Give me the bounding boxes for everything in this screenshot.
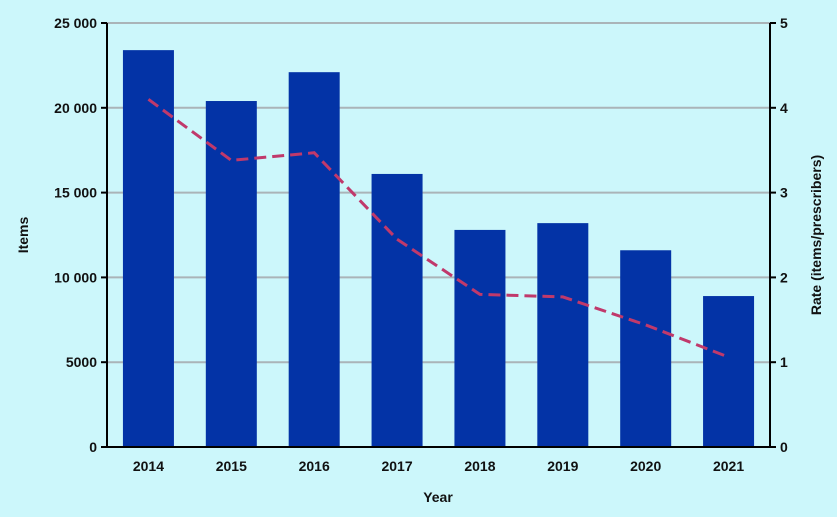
x-tick-label: 2015 (216, 458, 247, 474)
x-tick-label: 2021 (713, 458, 744, 474)
bar-2016 (288, 72, 340, 448)
bar-2020 (620, 250, 672, 447)
y-tick-label: 20 000 (54, 100, 97, 116)
bar-series (122, 50, 755, 448)
y2-tick-label: 1 (780, 354, 788, 370)
x-axis-title: Year (423, 489, 453, 505)
y-tick-label: 0 (89, 439, 97, 455)
bar-2021 (703, 296, 755, 447)
y2-tick-label: 0 (780, 439, 788, 455)
bar-2014 (122, 50, 174, 448)
y2-tick-label: 2 (780, 269, 788, 285)
y-tick-label: 5000 (66, 354, 97, 370)
rate-line-series (147, 98, 730, 359)
y-axis-title: Items (15, 217, 31, 254)
y2-axis-title: Rate (items/prescribers) (808, 155, 824, 315)
x-tick-label: 2014 (133, 458, 164, 474)
x-tick-label: 2016 (299, 458, 330, 474)
tick-labels: 0 5000 10 000 15 000 20 000 25 000 0 1 2 3 4 5 2014 2… (54, 15, 788, 474)
axes (101, 22, 776, 448)
bar-2015 (205, 101, 257, 448)
y2-tick-label: 4 (780, 100, 788, 116)
y2-tick-label: 3 (780, 185, 788, 201)
x-tick-label: 2019 (547, 458, 578, 474)
x-tick-label: 2017 (381, 458, 412, 474)
y-tick-label: 15 000 (54, 185, 97, 201)
bar-2019 (537, 223, 589, 447)
y-tick-label: 25 000 (54, 15, 97, 31)
x-tick-label: 2018 (464, 458, 495, 474)
x-tick-label: 2020 (630, 458, 661, 474)
y2-tick-label: 5 (780, 15, 788, 31)
rate-line (147, 98, 730, 359)
y-tick-label: 10 000 (54, 269, 97, 285)
bar-2017 (371, 173, 423, 447)
bar-2018 (454, 229, 506, 447)
